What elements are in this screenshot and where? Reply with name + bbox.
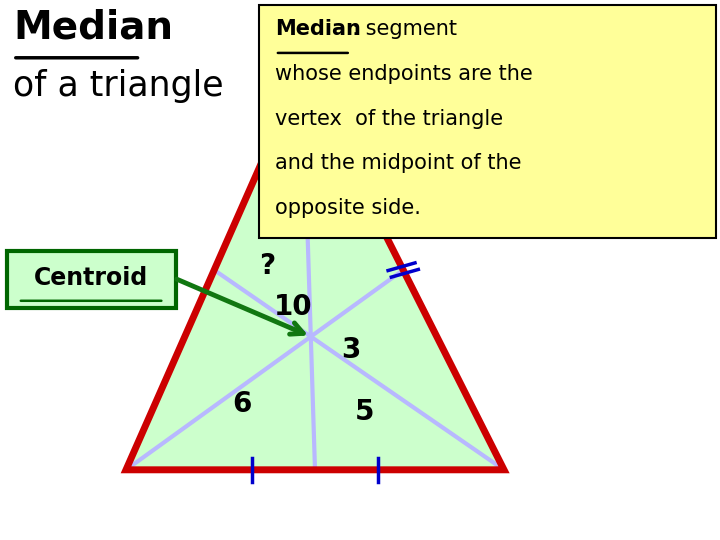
Text: 3: 3 — [341, 336, 360, 364]
Text: ?: ? — [259, 252, 276, 280]
FancyBboxPatch shape — [259, 5, 716, 238]
Text: whose endpoints are the: whose endpoints are the — [275, 64, 533, 84]
Text: 5: 5 — [355, 398, 374, 426]
Text: Median: Median — [275, 19, 361, 39]
Text: 6: 6 — [233, 390, 252, 418]
Polygon shape — [126, 70, 504, 470]
FancyBboxPatch shape — [7, 251, 176, 308]
Text: vertex  of the triangle: vertex of the triangle — [275, 109, 503, 129]
Text: and the midpoint of the: and the midpoint of the — [275, 153, 521, 173]
Text: of a triangle: of a triangle — [13, 69, 224, 103]
Text: opposite side.: opposite side. — [275, 198, 421, 218]
Text: Centroid: Centroid — [35, 266, 148, 290]
Text: Median: Median — [13, 8, 173, 46]
Text: 10: 10 — [274, 293, 312, 321]
Text: : segment: : segment — [352, 19, 457, 39]
